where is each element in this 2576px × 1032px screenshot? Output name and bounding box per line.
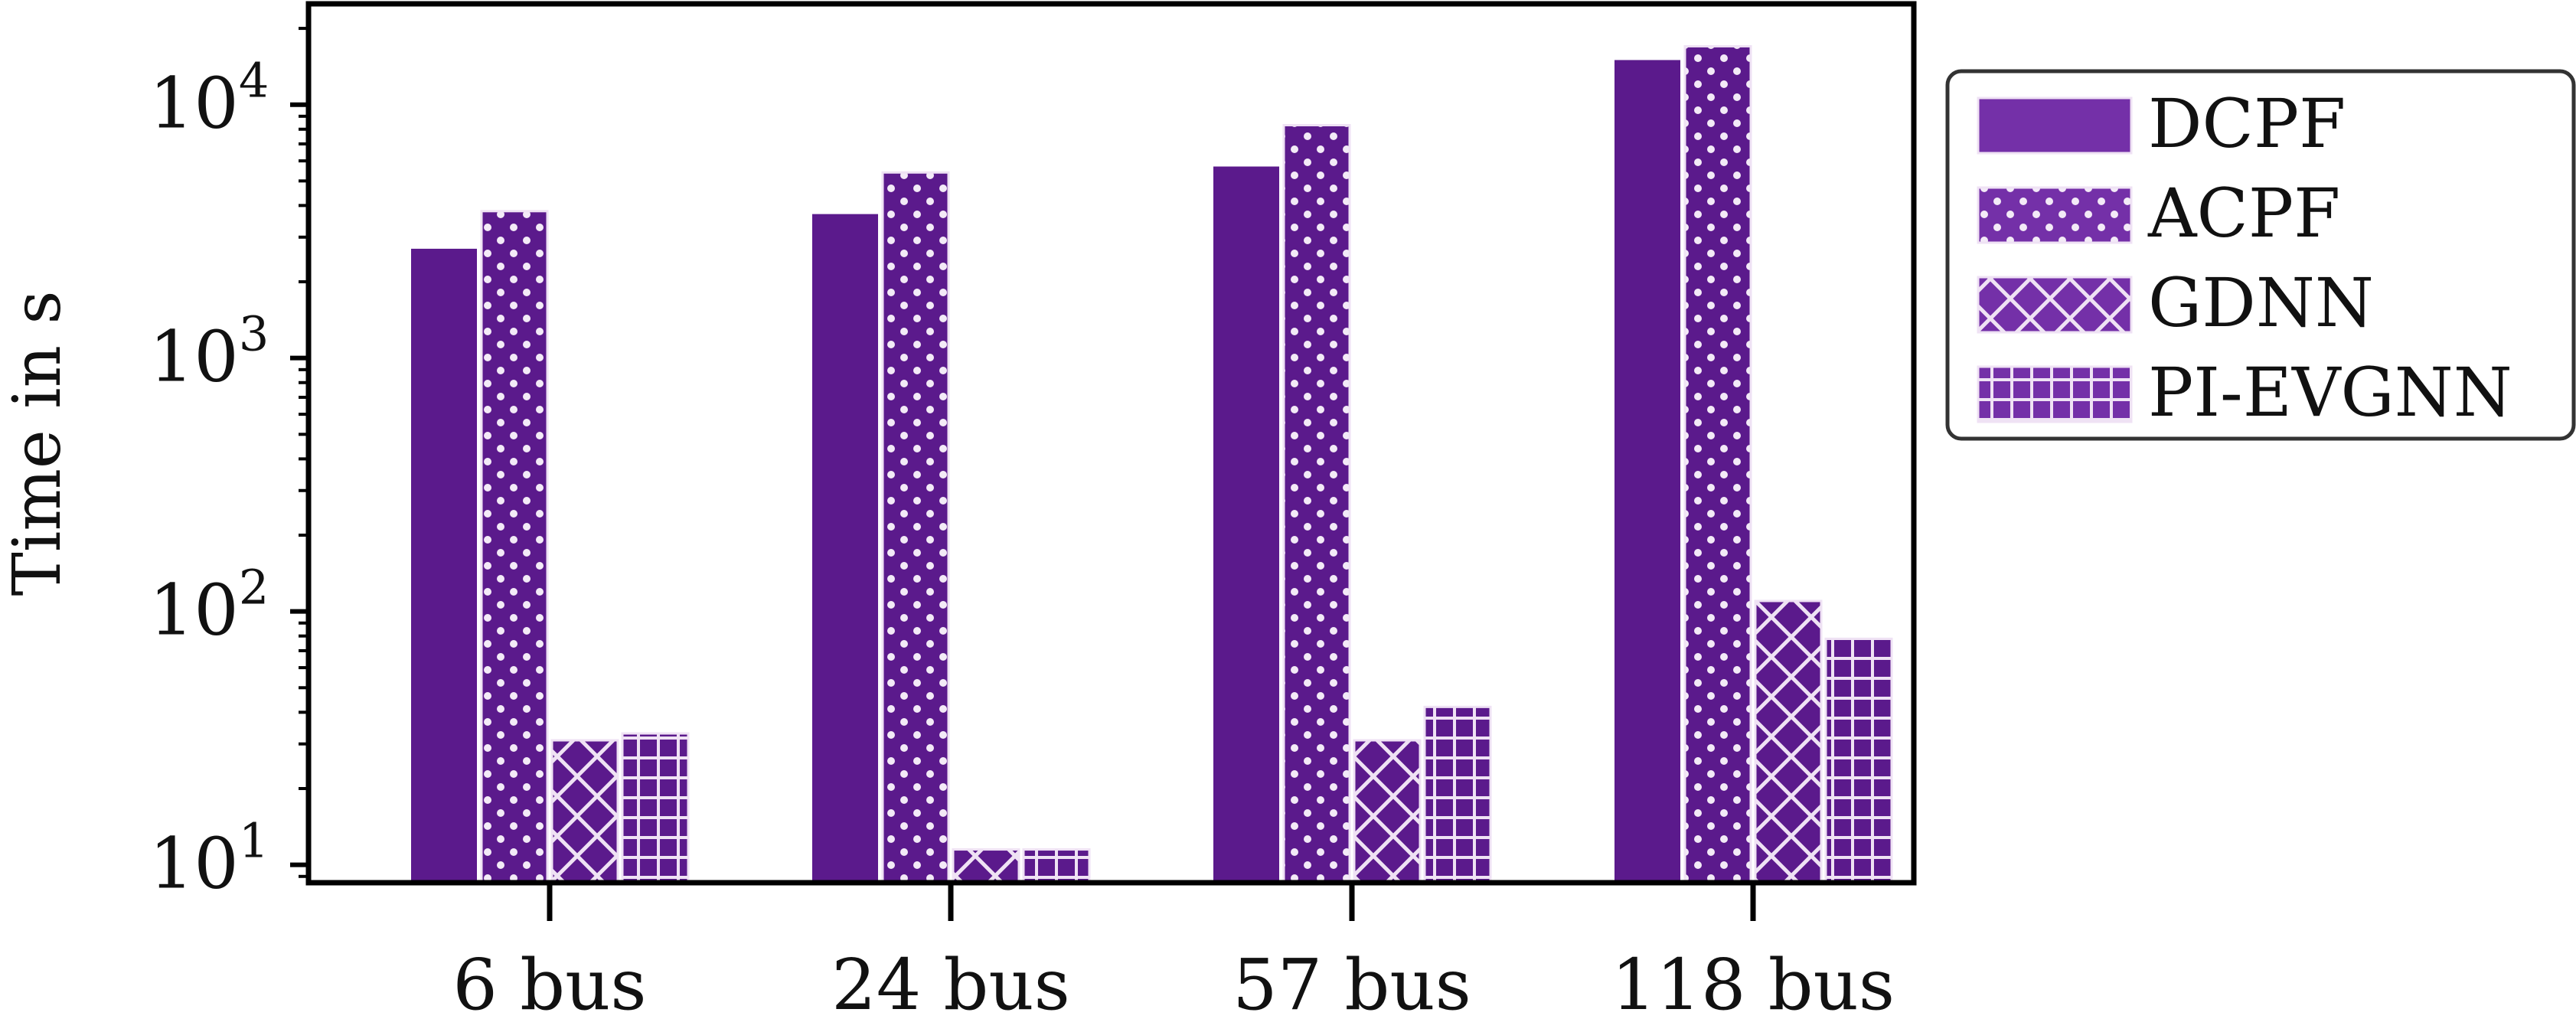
bars-layer (411, 44, 1893, 884)
y-tick-label-exponent: 2 (239, 560, 269, 616)
x-ticks: 6 bus 24 bus 57 bus 118 bus (452, 883, 1895, 1026)
x-tick-label: 57 bus (1232, 944, 1471, 1026)
y-tick-label: 104 (149, 53, 269, 145)
bar-dcpf-6-bus (411, 248, 477, 883)
y-tick-label: 101 (149, 813, 269, 905)
y-tick-label-base: 10 (149, 63, 239, 145)
legend-swatch-gdnn (1977, 276, 2133, 334)
y-tick-label-base: 10 (149, 823, 239, 905)
legend: DCPF ACPF GDNN PI-EVGNN (1945, 69, 2576, 441)
bar-acpf-24-bus (881, 171, 950, 884)
bar-gdnn-24-bus (952, 848, 1020, 884)
bar-gdnn-118-bus (1754, 599, 1823, 884)
x-tick-label: 118 bus (1611, 944, 1895, 1026)
bar-acpf-57-bus (1282, 123, 1351, 884)
x-tick-label: 6 bus (452, 944, 646, 1026)
bar-dcpf-118-bus (1614, 60, 1680, 883)
y-tick-label-base: 10 (149, 316, 239, 398)
bar-acpf-118-bus (1683, 44, 1752, 884)
bar-dcpf-57-bus (1213, 166, 1279, 883)
bar-gdnn-57-bus (1353, 739, 1422, 884)
y-axis-title: Time in s (0, 290, 76, 596)
legend-label-pi-evgnn: PI-EVGNN (2148, 353, 2512, 432)
bar-dcpf-24-bus (812, 214, 878, 883)
bar-pi-evgnn-57-bus (1423, 705, 1492, 884)
plot-frame (305, 1, 1917, 886)
legend-swatch-dcpf (1977, 96, 2133, 155)
legend-label-dcpf: DCPF (2148, 84, 2346, 163)
y-tick-label-exponent: 4 (239, 53, 269, 109)
y-tick-label-base: 10 (149, 570, 239, 652)
y-tick-label: 103 (149, 306, 269, 398)
legend-swatch-pi-evgnn (1977, 365, 2133, 423)
x-tick-label: 24 bus (831, 944, 1070, 1026)
bar-gdnn-6-bus (550, 739, 619, 884)
legend-swatch-acpf (1977, 186, 2133, 244)
bar-pi-evgnn-24-bus (1022, 848, 1091, 884)
legend-label-acpf: ACPF (2147, 174, 2340, 253)
y-tick-label: 102 (149, 560, 269, 652)
bar-pi-evgnn-6-bus (621, 732, 690, 884)
legend-label-gdnn: GDNN (2148, 263, 2374, 342)
y-tick-label-exponent: 3 (239, 306, 269, 362)
bar-acpf-6-bus (480, 210, 549, 884)
legend-box (1945, 69, 2576, 441)
y-tick-label-exponent: 1 (239, 813, 269, 869)
bar-pi-evgnn-118-bus (1824, 637, 1893, 884)
